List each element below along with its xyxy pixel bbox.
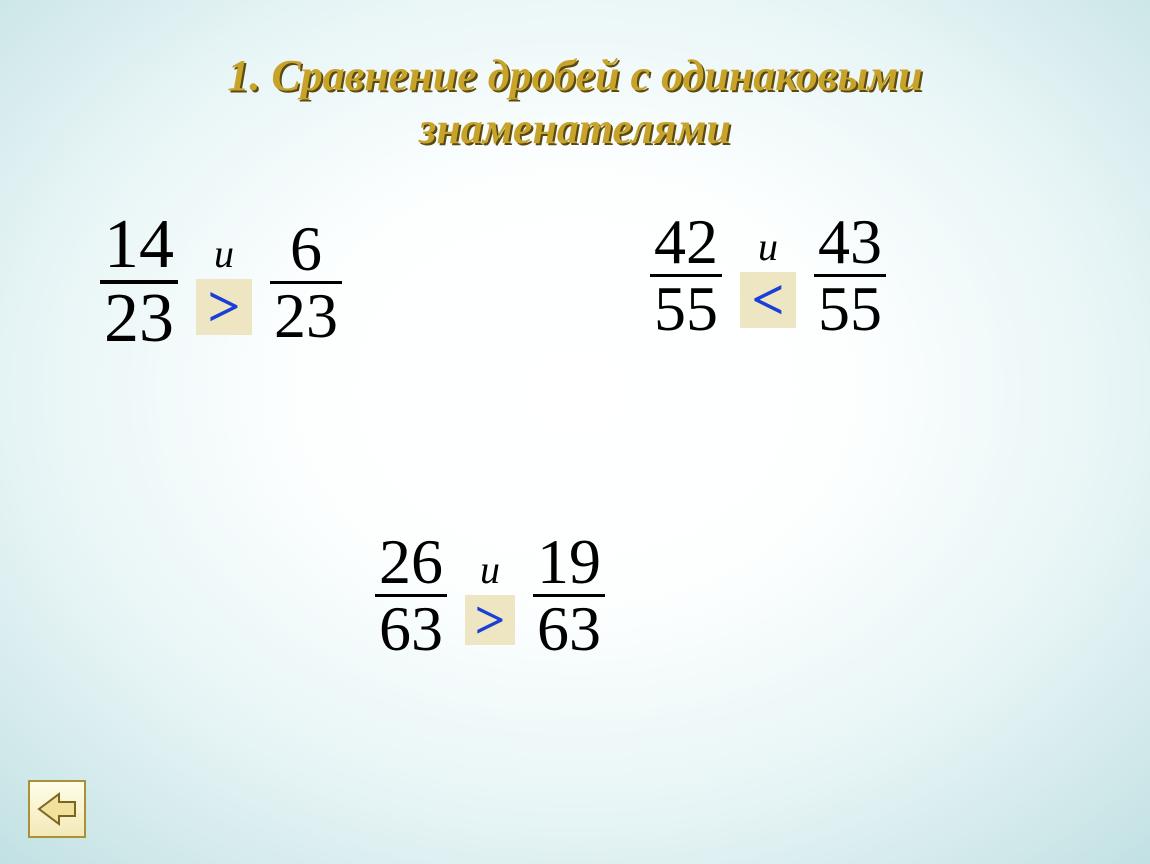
denominator: 55 [650, 277, 722, 341]
nav-back-button[interactable] [28, 780, 86, 838]
denominator: 63 [533, 597, 605, 661]
comparison-symbol: < [740, 272, 796, 328]
nav-back-icon [37, 792, 77, 826]
numerator: 6 [286, 217, 326, 281]
fraction-right-3: 1963 [533, 530, 605, 661]
fraction-left-3: 2663 [375, 530, 447, 661]
denominator: 63 [375, 597, 447, 661]
fraction-group-2: 4255и<4355 [650, 210, 886, 341]
fraction-group-1: 1423и>623 [100, 210, 342, 354]
numerator: 43 [814, 210, 886, 274]
connector-word: и [758, 223, 778, 270]
connector-word: и [480, 546, 500, 593]
slide-title: 1. Сравнение дробей с одинаковыми знамен… [0, 50, 1150, 156]
title-line-2: знаменателями [419, 104, 731, 153]
connector-2: и< [740, 223, 796, 328]
comparison-symbol: > [196, 279, 252, 335]
fraction-right-2: 4355 [814, 210, 886, 341]
fraction-group-3: 2663и>1963 [375, 530, 605, 661]
connector-word: и [214, 230, 234, 277]
title-line-1: 1. Сравнение дробей с одинаковыми [227, 51, 922, 100]
fraction-left-1: 1423 [100, 210, 178, 354]
denominator: 23 [270, 284, 342, 348]
connector-3: и> [465, 546, 515, 645]
comparison-symbol: > [465, 595, 515, 645]
fraction-right-1: 623 [270, 217, 342, 348]
connector-1: и> [196, 230, 252, 335]
numerator: 42 [650, 210, 722, 274]
numerator: 19 [533, 530, 605, 594]
denominator: 55 [814, 277, 886, 341]
numerator: 26 [375, 530, 447, 594]
numerator: 14 [100, 210, 178, 280]
denominator: 23 [100, 284, 178, 354]
fraction-left-2: 4255 [650, 210, 722, 341]
